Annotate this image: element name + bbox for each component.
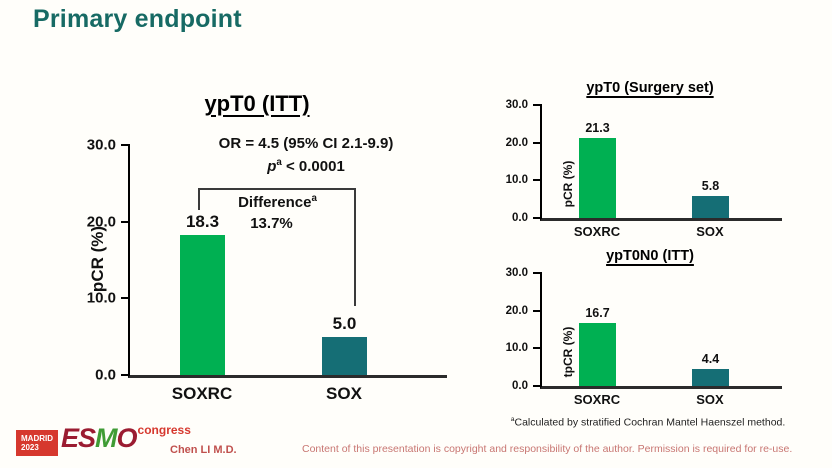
y-axis-label: pCR (%) [88,225,107,293]
congress-label: congress [137,423,191,437]
esmo-congress-logo: MADRID 2023 ESMO congress [16,423,191,457]
bar-sox: 5.8 [692,179,729,218]
chart-title: ypT0 (Surgery set) [586,80,714,96]
chart-ypt0-surgery-set: ypT0 (Surgery set) 30.0 20.0 10.0 0.0 pC… [470,78,822,250]
bar-value: 16.7 [585,306,610,321]
logo-city-year: MADRID 2023 [16,430,58,457]
y-tick: 30.0 [87,137,130,154]
plot-area: 30.0 20.0 10.0 0.0 pCR (%) 21.3 5.8 SOXR… [506,99,782,239]
bracket-line [354,188,356,306]
difference-value: 13.7% [250,215,293,232]
y-tick: 30.0 [506,267,542,279]
bar-sox: 4.4 [692,352,729,386]
x-category-label: SOXRC [573,224,621,239]
y-tick: 20.0 [87,213,130,230]
x-category-label: SOXRC [573,392,621,407]
bar-soxrc: 18.3 [180,212,225,375]
y-tick: 0.0 [512,380,542,392]
bar-sox: 5.0 [322,314,367,375]
odds-ratio-annotation: OR = 4.5 (95% CI 2.1-9.9) [218,135,394,152]
y-axis-label: pCR (%) [561,160,575,208]
chart-title: ypT0 (ITT) [204,91,310,116]
x-category-label: SOX [326,384,362,403]
bar-soxrc: 21.3 [579,121,616,218]
esmo-wordmark: ESMO [61,423,138,453]
bar-soxrc: 16.7 [579,306,616,386]
y-tick: 10.0 [506,174,542,186]
page-title: Primary endpoint [33,5,242,33]
y-tick: 30.0 [506,99,542,111]
y-tick: 10.0 [506,342,542,354]
y-tick: 0.0 [95,367,130,384]
chart-ypt0n0-itt: ypT0N0 (ITT) 30.0 20.0 10.0 0.0 tpCR (%)… [470,246,822,418]
x-category-label: SOXRC [171,384,233,403]
chart-ypt0-itt: ypT0 (ITT) OR = 4.5 (95% CI 2.1-9.9) pa … [33,85,463,420]
x-category-label: SOX [696,224,724,239]
bracket-line [198,188,200,210]
bar-value: 4.4 [701,352,720,367]
bar-value: 21.3 [585,120,610,135]
y-tick: 10.0 [87,290,130,307]
chart-title: ypT0N0 (ITT) [606,248,694,264]
bar-value: 5.0 [332,313,357,333]
bracket-line [198,188,356,190]
y-tick: 20.0 [506,137,542,149]
method-footnote: aCalculated by stratified Cochran Mantel… [510,416,786,429]
bar-value: 18.3 [185,211,220,231]
p-value-annotation: pa < 0.0001 [267,157,345,175]
x-category-label: SOX [696,392,724,407]
y-axis-label: tpCR (%) [561,326,575,378]
plot-area: 30.0 20.0 10.0 0.0 tpCR (%) 16.7 4.4 SOX… [506,267,782,407]
bar-value: 5.8 [701,179,720,194]
author-credit: Chen LI M.D. [170,444,237,456]
copyright-notice: Content of this presentation is copyrigh… [302,443,793,455]
y-tick: 20.0 [506,305,542,317]
y-tick: 0.0 [512,212,542,224]
difference-annotation: Differencea [238,193,317,211]
plot-area: 30.0 20.0 10.0 0.0 pCR (%) Differencea 1… [87,137,447,403]
